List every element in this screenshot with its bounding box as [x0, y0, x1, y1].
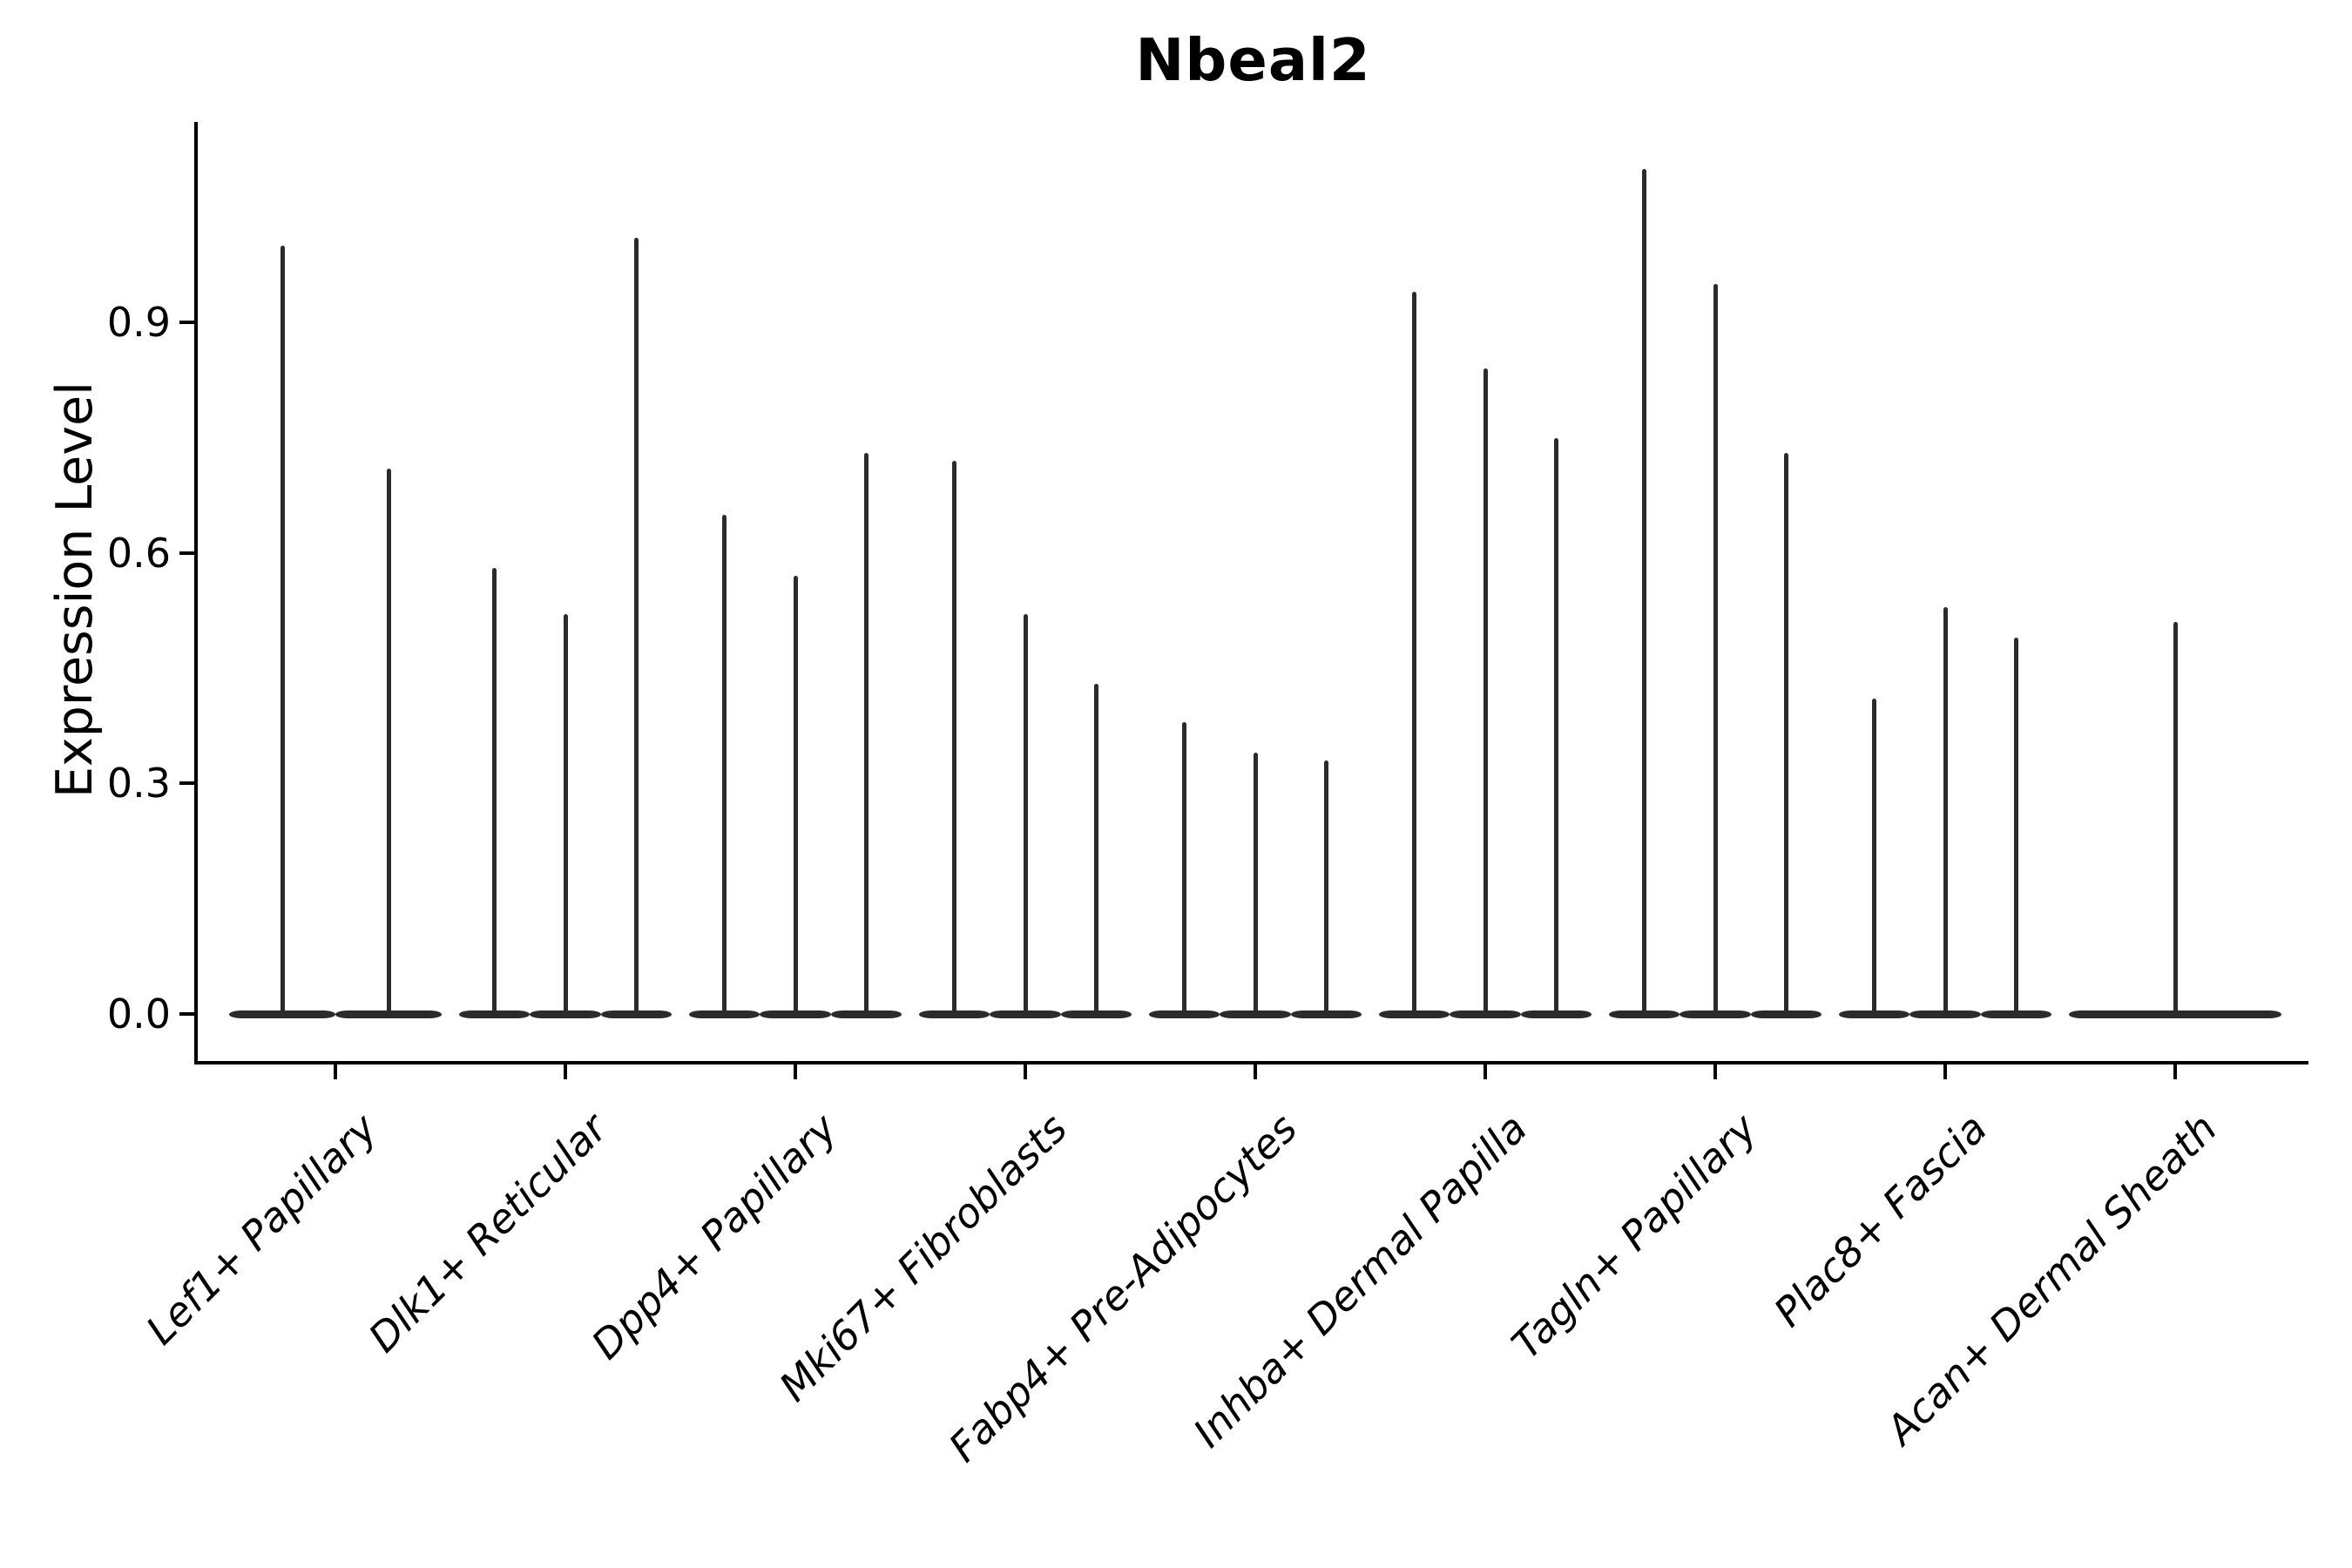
violin-body[interactable] [1060, 1010, 1132, 1018]
y-axis-label: Expression Level [46, 382, 104, 798]
violin-body[interactable] [1520, 1010, 1592, 1018]
chart-title: Nbeal2 [1135, 26, 1371, 94]
violin-tail[interactable] [280, 246, 285, 1014]
violin-tail[interactable] [2013, 637, 2018, 1014]
y-tick-label: 0.6 [106, 529, 171, 577]
violin-body[interactable] [689, 1010, 760, 1018]
violin-body[interactable] [1750, 1010, 1821, 1018]
violin-body[interactable] [990, 1010, 1061, 1018]
x-tick-mark [564, 1064, 567, 1079]
violin-tail[interactable] [1943, 606, 1948, 1014]
violin-tail[interactable] [633, 238, 639, 1014]
violin-tail[interactable] [1093, 683, 1098, 1014]
x-tick-mark [1713, 1064, 1717, 1079]
violin-body[interactable] [335, 1010, 442, 1018]
x-tick-label: Plac8+ Fascia [1764, 1105, 1997, 1336]
violin-body[interactable] [830, 1010, 902, 1018]
violin-body[interactable] [1450, 1010, 1521, 1018]
y-axis-spine [194, 122, 198, 1064]
violin-tail[interactable] [1412, 291, 1417, 1014]
violin-tail[interactable] [1553, 437, 1558, 1014]
violin-tail[interactable] [1783, 453, 1788, 1014]
x-tick-mark [1943, 1064, 1947, 1079]
y-tick-label: 0.0 [106, 990, 171, 1037]
violin-tail[interactable] [722, 514, 727, 1014]
violin-tail[interactable] [1713, 284, 1718, 1014]
x-tick-mark [334, 1064, 337, 1079]
violin-tail[interactable] [1253, 753, 1258, 1014]
x-tick-label: Lef1+ Papillary [137, 1105, 387, 1354]
violin-body[interactable] [1609, 1010, 1680, 1018]
violin-tail[interactable] [492, 568, 497, 1014]
violin-body[interactable] [760, 1010, 831, 1018]
violin-tail[interactable] [793, 576, 798, 1014]
violin-body[interactable] [1220, 1010, 1291, 1018]
violin-tail[interactable] [563, 614, 568, 1014]
y-tick-mark [179, 321, 194, 325]
violin-tail[interactable] [952, 460, 957, 1014]
violin-tail[interactable] [1483, 368, 1488, 1014]
x-tick-mark [2173, 1064, 2177, 1079]
violin-tail[interactable] [1642, 168, 1647, 1014]
x-tick-label: Tagln+ Papillary [1502, 1105, 1767, 1369]
y-tick-mark [179, 551, 194, 555]
violin-tail[interactable] [1023, 614, 1028, 1014]
violin-body[interactable] [530, 1010, 601, 1018]
violin-body[interactable] [1680, 1010, 1751, 1018]
x-tick-mark [794, 1064, 797, 1079]
violin-body[interactable] [2069, 1010, 2281, 1018]
violin-body[interactable] [1290, 1010, 1362, 1018]
violin-body[interactable] [1379, 1010, 1450, 1018]
x-tick-mark [1024, 1064, 1027, 1079]
x-axis-spine [194, 1061, 2308, 1064]
violin-body[interactable] [1980, 1010, 2051, 1018]
y-tick-mark [179, 781, 194, 786]
x-tick-mark [1484, 1064, 1487, 1079]
x-tick-label: Dpp4+ Papillary [582, 1105, 847, 1369]
violin-body[interactable] [1909, 1010, 1981, 1018]
y-tick-mark [179, 1012, 194, 1016]
y-tick-label: 0.3 [106, 760, 171, 808]
violin-body[interactable] [919, 1010, 990, 1018]
violin-body[interactable] [1839, 1010, 1910, 1018]
violin-tail[interactable] [1872, 699, 1877, 1014]
violin-tail[interactable] [1182, 721, 1187, 1014]
violin-tail[interactable] [386, 468, 391, 1014]
violin-tail[interactable] [2173, 622, 2178, 1014]
violin-body[interactable] [459, 1010, 531, 1018]
violin-tail[interactable] [1323, 760, 1328, 1014]
violin-body[interactable] [600, 1010, 672, 1018]
violin-body[interactable] [1149, 1010, 1220, 1018]
x-tick-mark [1254, 1064, 1257, 1079]
violin-body[interactable] [229, 1010, 335, 1018]
y-tick-label: 0.9 [106, 299, 171, 347]
x-tick-label: Dlk1+ Reticular [359, 1105, 617, 1362]
violin-tail[interactable] [863, 453, 868, 1014]
